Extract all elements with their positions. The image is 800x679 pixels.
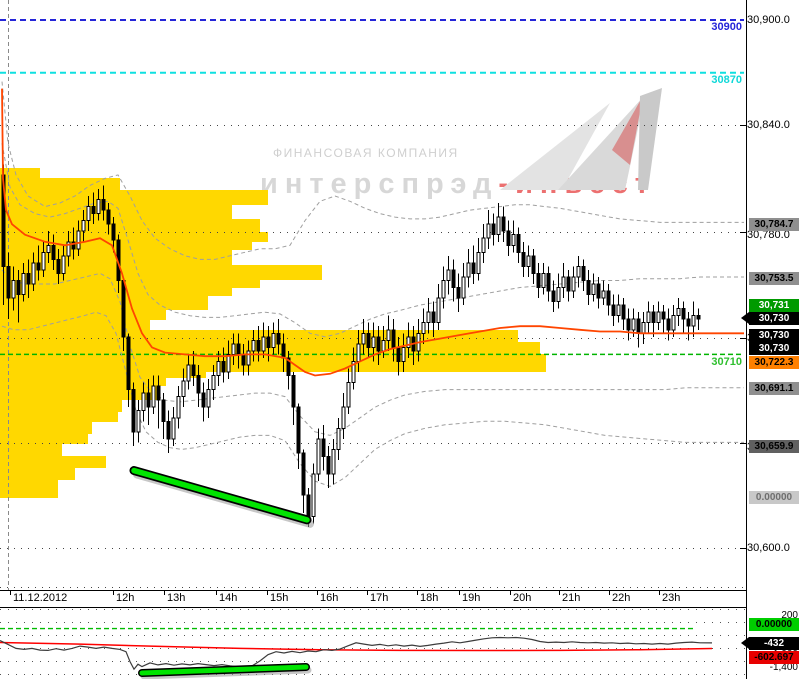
indicator-signal-line — [0, 641, 713, 652]
indicator-oscillator-line — [0, 636, 713, 671]
moving-average-line — [1, 88, 744, 377]
axes-frame — [0, 0, 747, 679]
watermark-brand-gray: интерспрэд — [260, 168, 499, 200]
watermark-company: ФИНАНСОВАЯ КОМПАНИЯ — [273, 146, 459, 160]
trendline-main[interactable] — [129, 466, 314, 528]
price-ticks — [740, 125, 746, 549]
indicator-grid — [0, 609, 746, 675]
trendline-indicator[interactable] — [138, 663, 312, 679]
volume-profile-layer — [0, 168, 546, 498]
watermark-brand-separator: - — [498, 168, 516, 200]
brand-logo — [500, 88, 662, 190]
level-lines-layer — [0, 19, 744, 356]
candles-layer — [1, 164, 701, 527]
